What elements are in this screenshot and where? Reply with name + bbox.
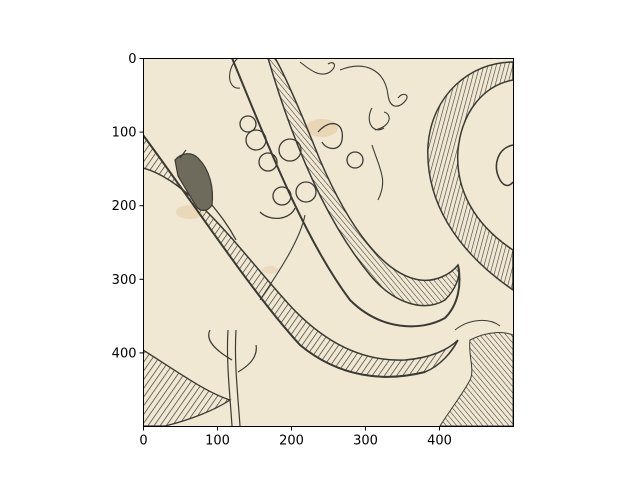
left-diagonal-outline xyxy=(143,134,426,378)
tendrils xyxy=(229,58,408,301)
y-tick-label: 100 xyxy=(112,126,137,141)
flower-ornament xyxy=(239,115,364,219)
x-axis: 0 100 200 300 400 xyxy=(139,426,452,449)
animal-figure xyxy=(174,149,237,241)
y-tick-label: 0 xyxy=(128,52,136,67)
y-tick-label: 300 xyxy=(112,273,137,288)
x-tick-label: 100 xyxy=(205,434,230,449)
engraving-image xyxy=(143,58,514,427)
right-arc-stroke xyxy=(427,61,514,292)
vine-stem xyxy=(208,329,257,427)
foliage xyxy=(439,320,514,427)
y-tick-label: 200 xyxy=(112,199,137,214)
y-axis: 0 100 200 300 400 xyxy=(112,52,144,361)
x-tick-label: 200 xyxy=(279,434,304,449)
y-tick-label: 400 xyxy=(112,346,137,361)
plot-frame xyxy=(143,58,514,427)
paper-stain xyxy=(262,266,278,274)
x-tick-label: 300 xyxy=(353,434,378,449)
x-tick-label: 0 xyxy=(139,434,147,449)
right-arc-inner xyxy=(495,144,514,187)
x-tick-label: 400 xyxy=(427,434,452,449)
